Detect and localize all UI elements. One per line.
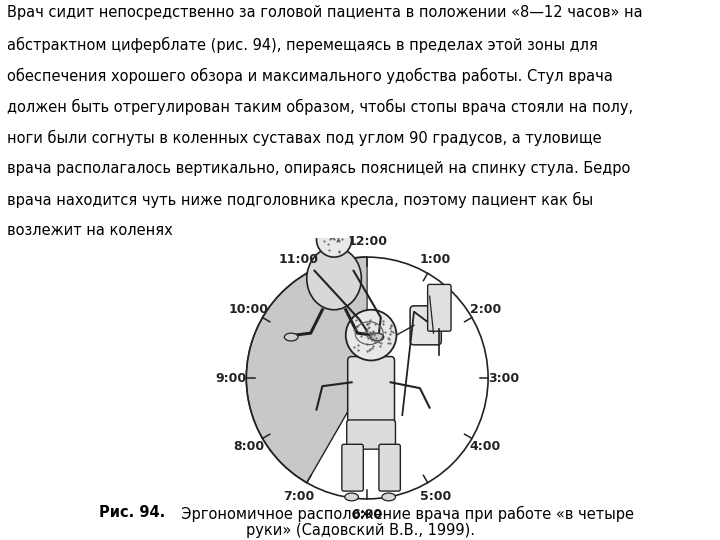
- FancyBboxPatch shape: [379, 444, 400, 491]
- Text: Эргономичное расположение врача при работе «в четыре: Эргономичное расположение врача при рабо…: [172, 505, 634, 522]
- Wedge shape: [246, 257, 367, 483]
- Text: 7:00: 7:00: [283, 490, 315, 503]
- Circle shape: [346, 310, 397, 361]
- Text: 9:00: 9:00: [215, 372, 246, 384]
- Text: возлежит на коленях: возлежит на коленях: [7, 222, 173, 238]
- Text: Врач сидит непосредственно за головой пациента в положении «8—12 часов» на: Врач сидит непосредственно за головой па…: [7, 5, 643, 21]
- Text: 6:00: 6:00: [351, 508, 383, 521]
- Text: руки» (Садовский В.В., 1999).: руки» (Садовский В.В., 1999).: [246, 523, 474, 538]
- Text: 12:00: 12:00: [347, 235, 387, 248]
- FancyBboxPatch shape: [342, 444, 364, 491]
- Ellipse shape: [345, 493, 359, 501]
- Text: 2:00: 2:00: [470, 303, 501, 316]
- Text: 8:00: 8:00: [233, 440, 264, 453]
- Text: врача располагалось вертикально, опираясь поясницей на спинку стула. Бедро: врача располагалось вертикально, опираяс…: [7, 160, 631, 176]
- Text: 10:00: 10:00: [229, 303, 269, 316]
- Bar: [364, 356, 378, 368]
- Text: врача находится чуть ниже подголовника кресла, поэтому пациент как бы: врача находится чуть ниже подголовника к…: [7, 192, 593, 208]
- Ellipse shape: [284, 333, 298, 341]
- Text: Рис. 94.: Рис. 94.: [99, 505, 166, 521]
- FancyBboxPatch shape: [428, 285, 451, 331]
- Text: ноги были согнуты в коленных суставах под углом 90 градусов, а туловище: ноги были согнуты в коленных суставах по…: [7, 130, 602, 146]
- Ellipse shape: [382, 493, 395, 501]
- Text: 3:00: 3:00: [488, 372, 519, 384]
- Text: 1:00: 1:00: [420, 253, 451, 266]
- Text: 11:00: 11:00: [279, 253, 319, 266]
- Text: 5:00: 5:00: [420, 490, 451, 503]
- Text: абстрактном циферблате (рис. 94), перемещаясь в пределах этой зоны для: абстрактном циферблате (рис. 94), переме…: [7, 36, 598, 52]
- FancyBboxPatch shape: [348, 356, 395, 427]
- Ellipse shape: [370, 333, 384, 341]
- Text: должен быть отрегулирован таким образом, чтобы стопы врача стояли на полу,: должен быть отрегулирован таким образом,…: [7, 98, 634, 114]
- FancyBboxPatch shape: [410, 306, 441, 345]
- Text: 4:00: 4:00: [470, 440, 501, 453]
- Circle shape: [317, 222, 351, 257]
- Text: обеспечения хорошего обзора и максимального удобства работы. Стул врача: обеспечения хорошего обзора и максимальн…: [7, 68, 613, 84]
- Ellipse shape: [307, 247, 361, 310]
- FancyBboxPatch shape: [347, 420, 395, 449]
